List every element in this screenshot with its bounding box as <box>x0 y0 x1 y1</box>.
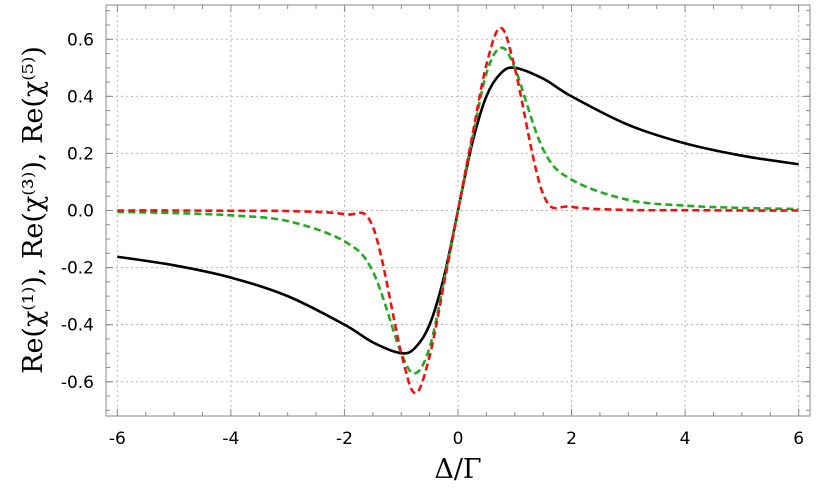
x-tick-label: -2 <box>336 429 353 449</box>
y-tick-label: -0.4 <box>61 316 94 336</box>
series-line-2 <box>117 46 799 375</box>
y-tick-label: 0.2 <box>67 144 94 164</box>
y-tick-label: 0.6 <box>67 30 94 50</box>
series-lines <box>117 26 799 395</box>
x-tick-label: 4 <box>680 429 691 449</box>
y-tick-label: 0.4 <box>67 87 94 107</box>
x-tick-label: 0 <box>453 429 464 449</box>
y-tick-label: -0.2 <box>61 259 94 279</box>
x-tick-label: -4 <box>222 429 239 449</box>
x-axis-title: Δ/Γ <box>434 454 481 485</box>
x-tick-label: 6 <box>793 429 804 449</box>
y-tick-label: -0.6 <box>61 373 94 393</box>
series-line-3 <box>117 26 799 395</box>
x-tick-label: 2 <box>566 429 577 449</box>
axis-ticks <box>106 5 810 416</box>
x-tick-label: -6 <box>109 429 126 449</box>
y-axis-title: Re(χ⁽¹⁾), Re(χ⁽³⁾), Re(χ⁽⁵⁾) <box>18 46 49 374</box>
tick-labels: -6 -4 -2 0 2 4 6 -0.6 -0.4 -0.2 0.0 0.2 0.4 0.6 <box>61 30 804 449</box>
y-tick-label: 0.0 <box>67 202 94 222</box>
